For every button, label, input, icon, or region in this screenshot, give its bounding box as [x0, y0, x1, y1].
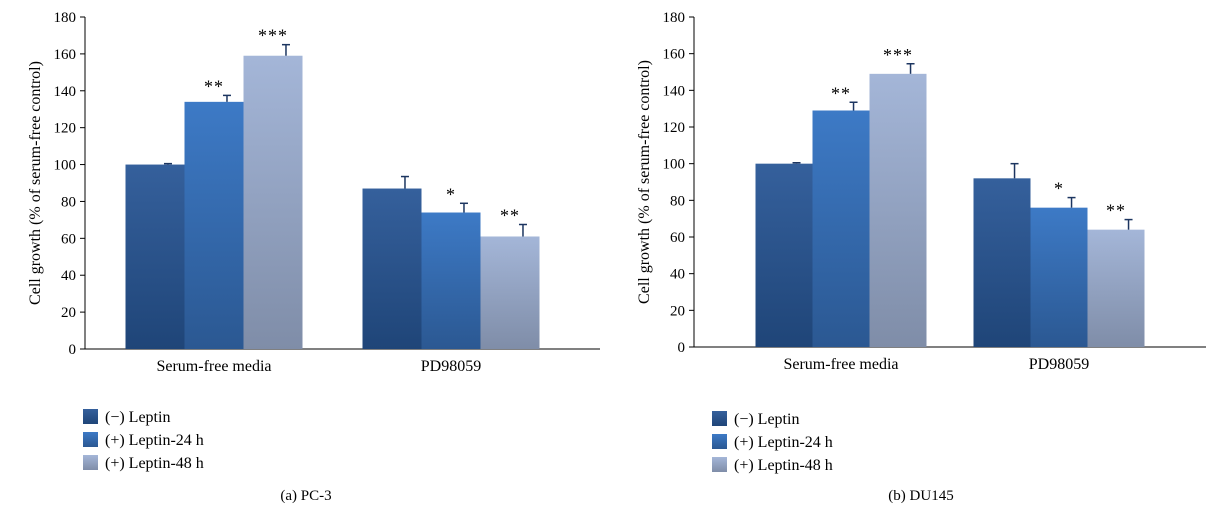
bar-3-2	[480, 236, 540, 349]
bar-2-1	[812, 110, 870, 347]
bar-3-2	[1087, 229, 1145, 347]
legend-swatch-3	[83, 455, 98, 470]
bar-1-1	[125, 164, 185, 349]
significance-label: **	[204, 76, 224, 96]
chart-caption: (b) DU145	[888, 488, 953, 504]
legend-label-2: (+) Leptin-24 h	[105, 432, 204, 449]
significance-label: ***	[258, 26, 288, 46]
y-tick-label: 80	[670, 193, 685, 209]
y-tick-label: 180	[54, 10, 77, 26]
y-tick-label: 160	[663, 47, 686, 63]
y-axis-label: Cell growth (% of serum-free control)	[636, 60, 653, 304]
legend-swatch-2	[712, 434, 727, 449]
y-tick-label: 80	[61, 194, 76, 210]
y-tick-label: 20	[61, 305, 76, 321]
significance-label: **	[1106, 201, 1126, 221]
y-tick-label: 60	[61, 231, 76, 247]
y-tick-label: 160	[54, 47, 77, 63]
bar-2-1	[184, 101, 244, 349]
category-label: Serum-free media	[156, 358, 271, 375]
legend-label-1: (−) Leptin	[734, 411, 799, 428]
significance-label: ***	[883, 45, 913, 65]
category-label: PD98059	[1029, 356, 1089, 373]
y-tick-label: 20	[670, 303, 685, 319]
y-tick-label: 40	[61, 268, 76, 284]
y-tick-label: 180	[663, 10, 686, 26]
y-tick-label: 120	[663, 120, 686, 136]
y-tick-label: 120	[54, 121, 77, 137]
y-tick-label: 0	[678, 340, 686, 356]
bar-1-2	[362, 188, 422, 349]
chart-panel-a: 0 20 40 60 80 100 120 140 160 180 Cell growth (% o…	[27, 10, 600, 504]
significance-label: **	[831, 83, 851, 103]
y-tick-label: 60	[670, 230, 685, 246]
bar-3-1	[243, 55, 303, 349]
bar-chart-du145: 0 20 40 60 80 100 120 140 160 180 Cell growth (% o…	[636, 10, 1206, 504]
bar-chart-pc3: 0 20 40 60 80 100 120 140 160 180 Cell growth (% o…	[27, 10, 600, 504]
legend-label-1: (−) Leptin	[105, 409, 170, 426]
chart-panel-b: 0 20 40 60 80 100 120 140 160 180 Cell growth (% o…	[608, 0, 1216, 522]
bar-2-2	[1030, 207, 1088, 347]
y-tick-label: 140	[663, 83, 686, 99]
y-tick-label: 40	[670, 267, 685, 283]
category-label: PD98059	[421, 358, 481, 375]
bar-1-1	[755, 163, 813, 347]
legend-label-3: (+) Leptin-48 h	[105, 455, 204, 472]
legend-swatch-3	[712, 457, 727, 472]
legend-swatch-2	[83, 432, 98, 447]
y-tick-label: 140	[54, 84, 77, 100]
bar-1-2	[973, 178, 1031, 347]
chart-caption: (a) PC-3	[280, 488, 331, 504]
significance-label: **	[500, 206, 520, 226]
bar-3-1	[869, 73, 927, 347]
significance-label: *	[1054, 179, 1064, 199]
y-axis-label: Cell growth (% of serum-free control)	[27, 61, 44, 305]
bar-2-2	[421, 212, 481, 349]
category-label: Serum-free media	[783, 356, 898, 373]
significance-label: *	[446, 184, 456, 204]
y-tick-label: 100	[54, 158, 77, 174]
legend-label-3: (+) Leptin-48 h	[734, 457, 833, 474]
legend-label-2: (+) Leptin-24 h	[734, 434, 833, 451]
legend-swatch-1	[83, 409, 98, 424]
y-tick-label: 100	[663, 157, 686, 173]
y-tick-label: 0	[69, 342, 77, 358]
legend-swatch-1	[712, 411, 727, 426]
